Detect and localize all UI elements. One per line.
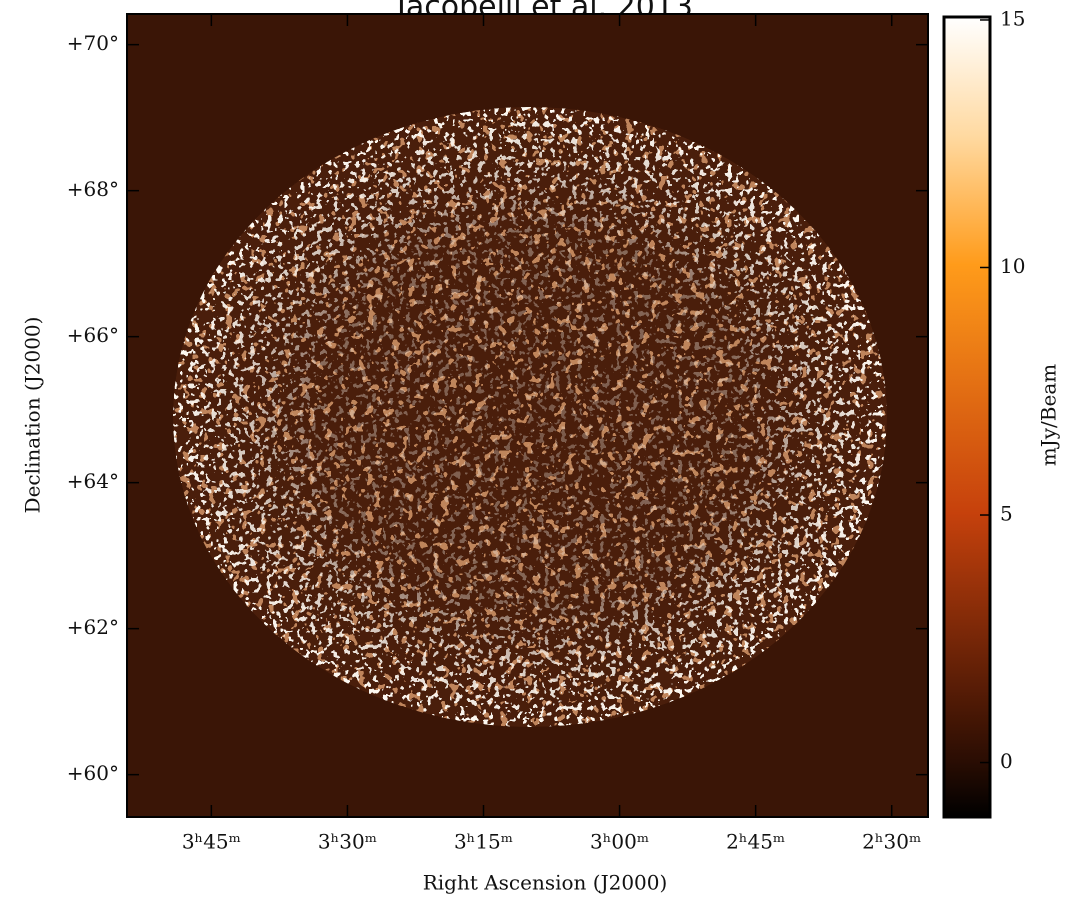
colorbar-tick-label: 15 [1000,6,1025,30]
colorbar-tick-label: 5 [1000,502,1013,526]
y-axis-label: Declination (J2000) [21,317,45,514]
y-tick-label: +62° [67,615,119,639]
y-tick-label: +70° [67,31,119,55]
colorbar [944,17,990,817]
chart: Iacobelli et al. 2013 Right Ascension (J… [0,0,1066,900]
x-tick-label: 3ʰ30ᵐ [318,830,377,854]
x-axis-label: Right Ascension (J2000) [423,871,668,895]
x-tick-label: 3ʰ00ᵐ [590,830,649,854]
x-tick-label: 2ʰ45ᵐ [726,830,785,854]
colorbar-tick-label: 10 [1000,254,1025,278]
y-tick-label: +66° [67,323,119,347]
y-tick-label: +64° [67,469,119,493]
y-tick-label: +68° [67,177,119,201]
x-tick-label: 3ʰ15ᵐ [454,830,513,854]
y-tick-label: +60° [67,761,119,785]
colorbar-label: mJy/Beam [1037,364,1061,466]
x-tick-label: 2ʰ30ᵐ [862,830,921,854]
colorbar-tick-label: 0 [1000,749,1013,773]
x-tick-label: 3ʰ45ᵐ [182,830,241,854]
